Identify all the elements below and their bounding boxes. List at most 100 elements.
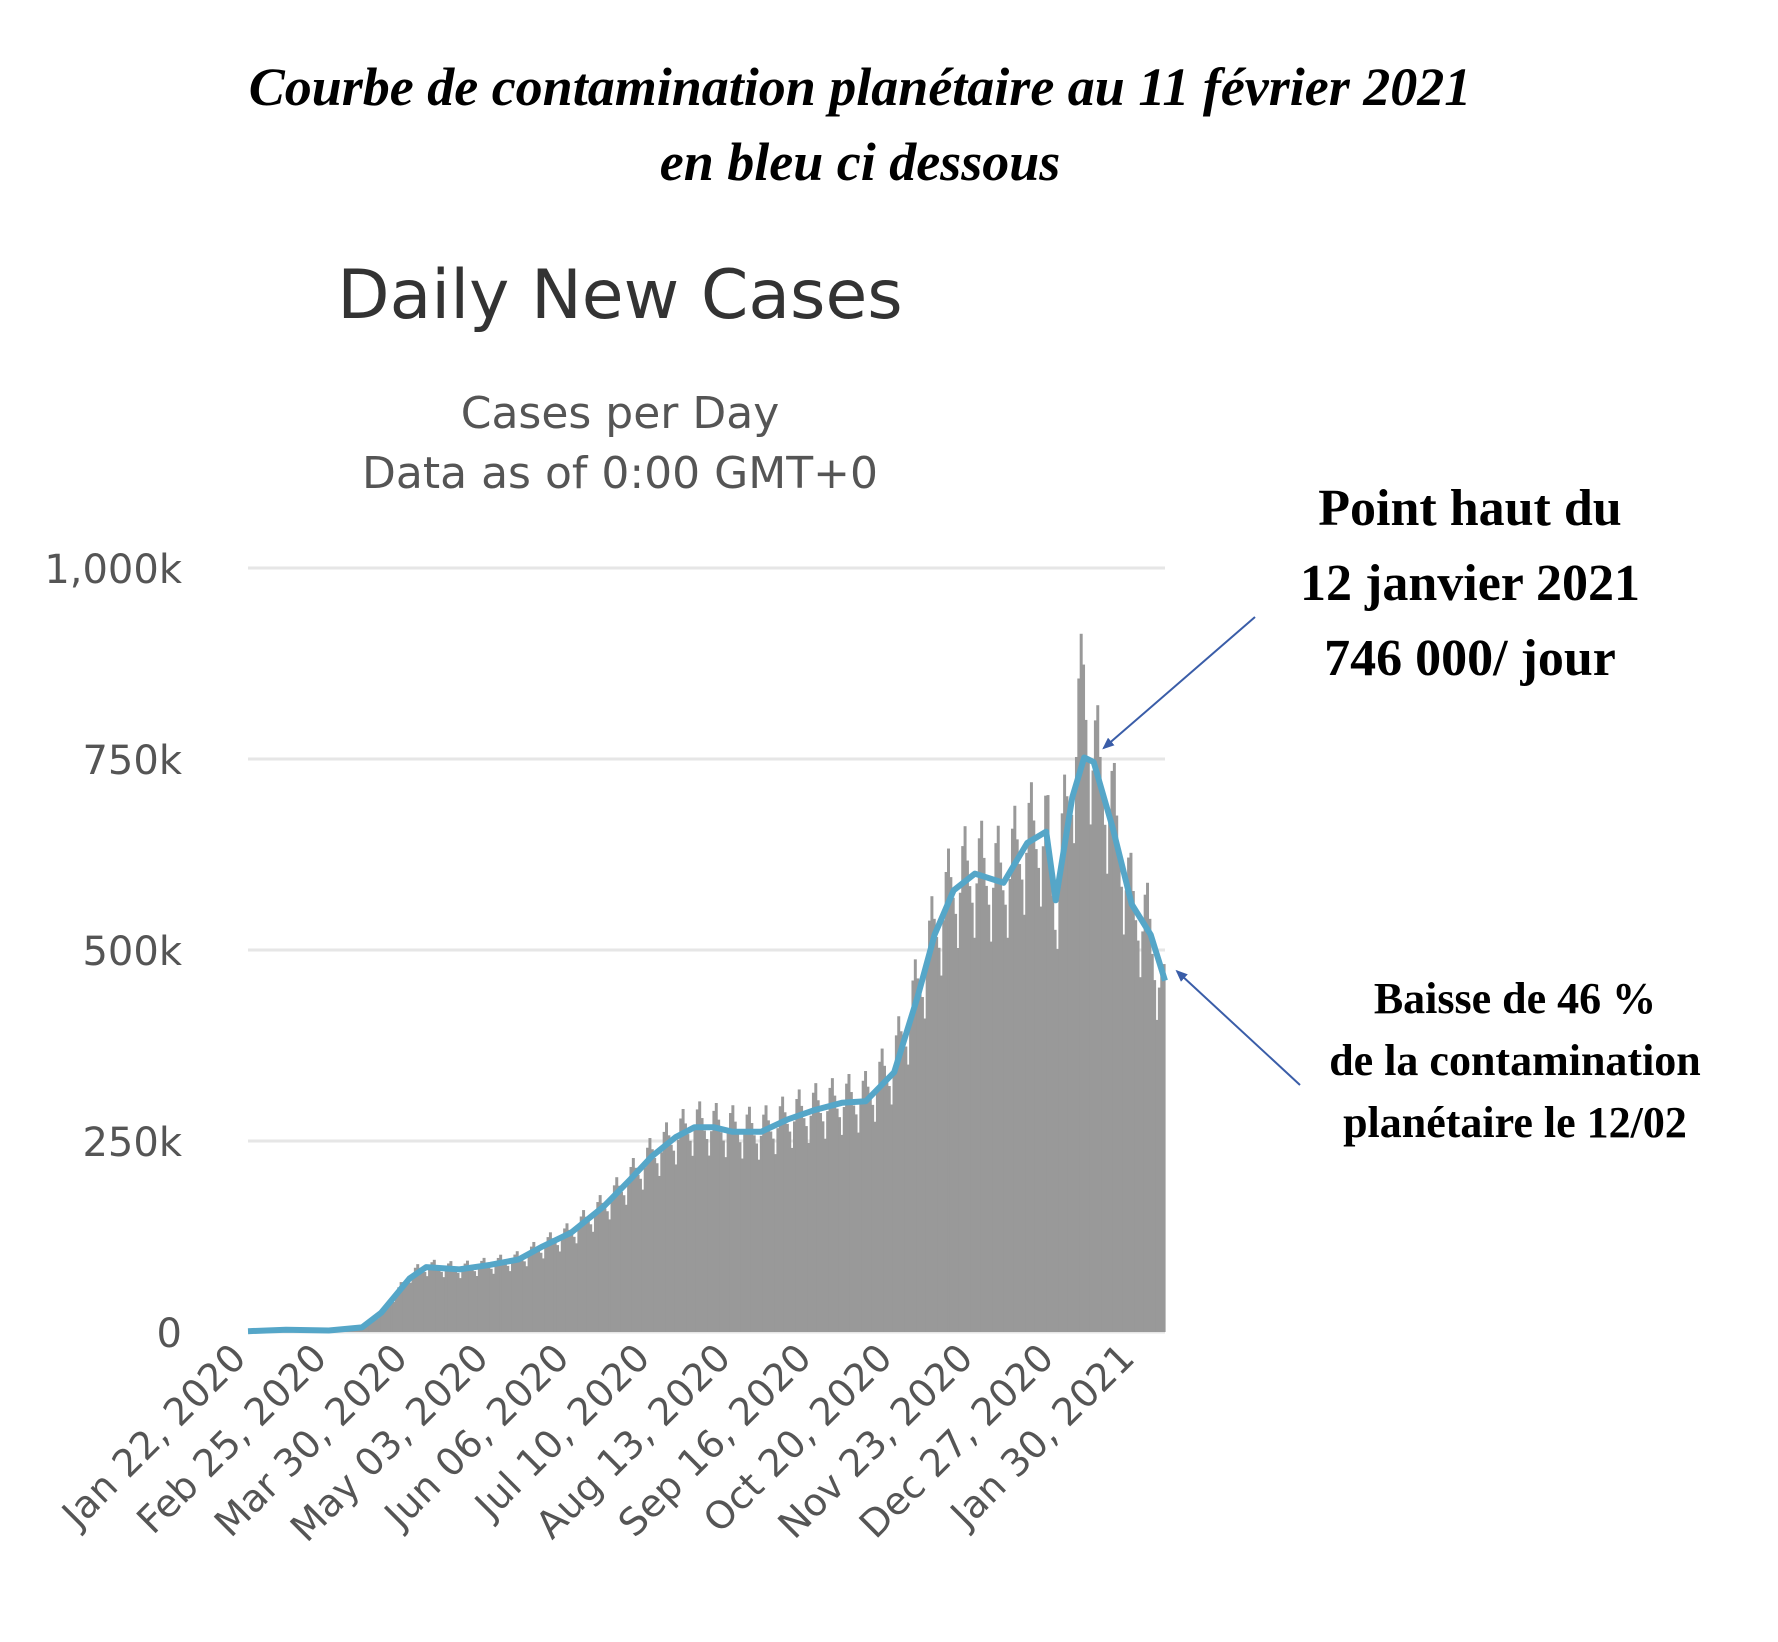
y-tick-label: 1,000k <box>44 547 183 593</box>
daily-bar <box>1127 857 1131 1332</box>
daily-bar <box>605 1211 609 1332</box>
daily-bar <box>1013 805 1017 1332</box>
daily-bar <box>901 1041 905 1332</box>
daily-bar <box>766 1120 770 1332</box>
daily-bar <box>833 1095 837 1332</box>
daily-bar <box>1027 802 1031 1332</box>
daily-bar <box>1077 678 1081 1332</box>
daily-bar <box>788 1131 792 1332</box>
daily-bar <box>816 1100 820 1332</box>
daily-bar <box>375 1318 379 1332</box>
daily-bar <box>551 1238 555 1332</box>
daily-bar <box>693 1129 697 1332</box>
daily-bar <box>1082 664 1086 1332</box>
daily-bar <box>672 1150 676 1332</box>
daily-bar <box>949 877 953 1332</box>
daily-bar <box>790 1147 794 1332</box>
daily-bar <box>506 1265 510 1332</box>
daily-bar <box>525 1266 529 1332</box>
daily-bar <box>601 1202 605 1332</box>
daily-bar <box>492 1273 496 1332</box>
daily-bar <box>631 1158 635 1332</box>
daily-bar <box>771 1138 775 1332</box>
daily-bar <box>413 1267 417 1332</box>
daily-bar <box>899 1031 903 1332</box>
daily-bar <box>992 887 995 1332</box>
daily-bar <box>906 1064 910 1332</box>
daily-bar <box>980 820 984 1332</box>
daily-bar <box>700 1118 704 1332</box>
daily-bar <box>856 1132 860 1332</box>
daily-bar <box>830 1078 834 1332</box>
daily-bar <box>494 1265 498 1332</box>
daily-bar <box>442 1277 446 1332</box>
y-tick-label: 750k <box>82 738 182 784</box>
daily-bar <box>1119 886 1123 1332</box>
daily-bar <box>1003 904 1007 1332</box>
daily-bar <box>556 1245 560 1332</box>
daily-bar <box>852 1105 856 1332</box>
daily-bar <box>387 1303 391 1332</box>
daily-bar <box>838 1117 841 1332</box>
daily-bar <box>1098 756 1102 1332</box>
daily-bar <box>897 1016 901 1332</box>
daily-bar <box>939 975 943 1332</box>
daily-bar <box>987 904 991 1332</box>
daily-bar <box>792 1121 796 1332</box>
daily-bar <box>553 1242 557 1332</box>
daily-bar <box>1029 782 1033 1332</box>
daily-bar <box>932 918 936 1332</box>
daily-bar <box>612 1185 616 1332</box>
daily-bar <box>622 1195 626 1332</box>
daily-bar <box>795 1099 799 1332</box>
daily-bar <box>655 1163 659 1332</box>
daily-bar <box>546 1237 550 1332</box>
daily-bar <box>674 1164 678 1332</box>
daily-bar <box>529 1246 533 1332</box>
daily-bar <box>383 1307 387 1332</box>
daily-bar <box>468 1265 472 1332</box>
daily-bar <box>1115 815 1119 1332</box>
daily-bar <box>840 1134 844 1332</box>
daily-bar <box>909 1020 913 1332</box>
daily-bar <box>878 1061 882 1332</box>
daily-bar <box>743 1134 747 1332</box>
daily-bar <box>572 1236 576 1332</box>
daily-bar <box>589 1224 593 1332</box>
daily-bar <box>1146 882 1150 1332</box>
daily-bar <box>629 1166 633 1332</box>
moving-average-line <box>247 754 1168 1335</box>
daily-bar <box>411 1274 415 1332</box>
daily-bar <box>695 1109 699 1332</box>
daily-bar <box>930 896 934 1332</box>
daily-bar <box>724 1157 728 1332</box>
daily-bar <box>1048 851 1052 1332</box>
daily-bar <box>1060 813 1064 1332</box>
daily-bar <box>449 1261 453 1332</box>
daily-bar <box>935 937 939 1332</box>
daily-bar <box>1067 810 1071 1332</box>
daily-bar <box>1091 770 1095 1332</box>
daily-bar <box>892 1069 896 1332</box>
daily-bar <box>380 1311 384 1332</box>
daily-bar <box>665 1122 668 1332</box>
daily-bar <box>868 1098 872 1332</box>
daily-bar <box>1074 756 1078 1332</box>
daily-bar <box>913 959 917 1332</box>
daily-bar <box>705 1138 709 1332</box>
y-tick-label: 250k <box>82 1120 182 1166</box>
daily-bar <box>1155 1019 1159 1332</box>
daily-bar <box>643 1167 647 1332</box>
daily-bar <box>1134 920 1138 1332</box>
daily-bar <box>489 1268 493 1332</box>
daily-bar <box>676 1139 680 1332</box>
daily-bar <box>800 1105 804 1332</box>
daily-bar <box>430 1262 434 1332</box>
daily-bar <box>428 1268 432 1332</box>
daily-case-bars <box>248 633 1166 1332</box>
daily-bar <box>1070 814 1074 1332</box>
daily-bar <box>598 1195 602 1332</box>
y-axis-tick-labels: 0 250k 500k 750k 1,000k <box>44 547 183 1357</box>
daily-bar <box>918 990 922 1332</box>
